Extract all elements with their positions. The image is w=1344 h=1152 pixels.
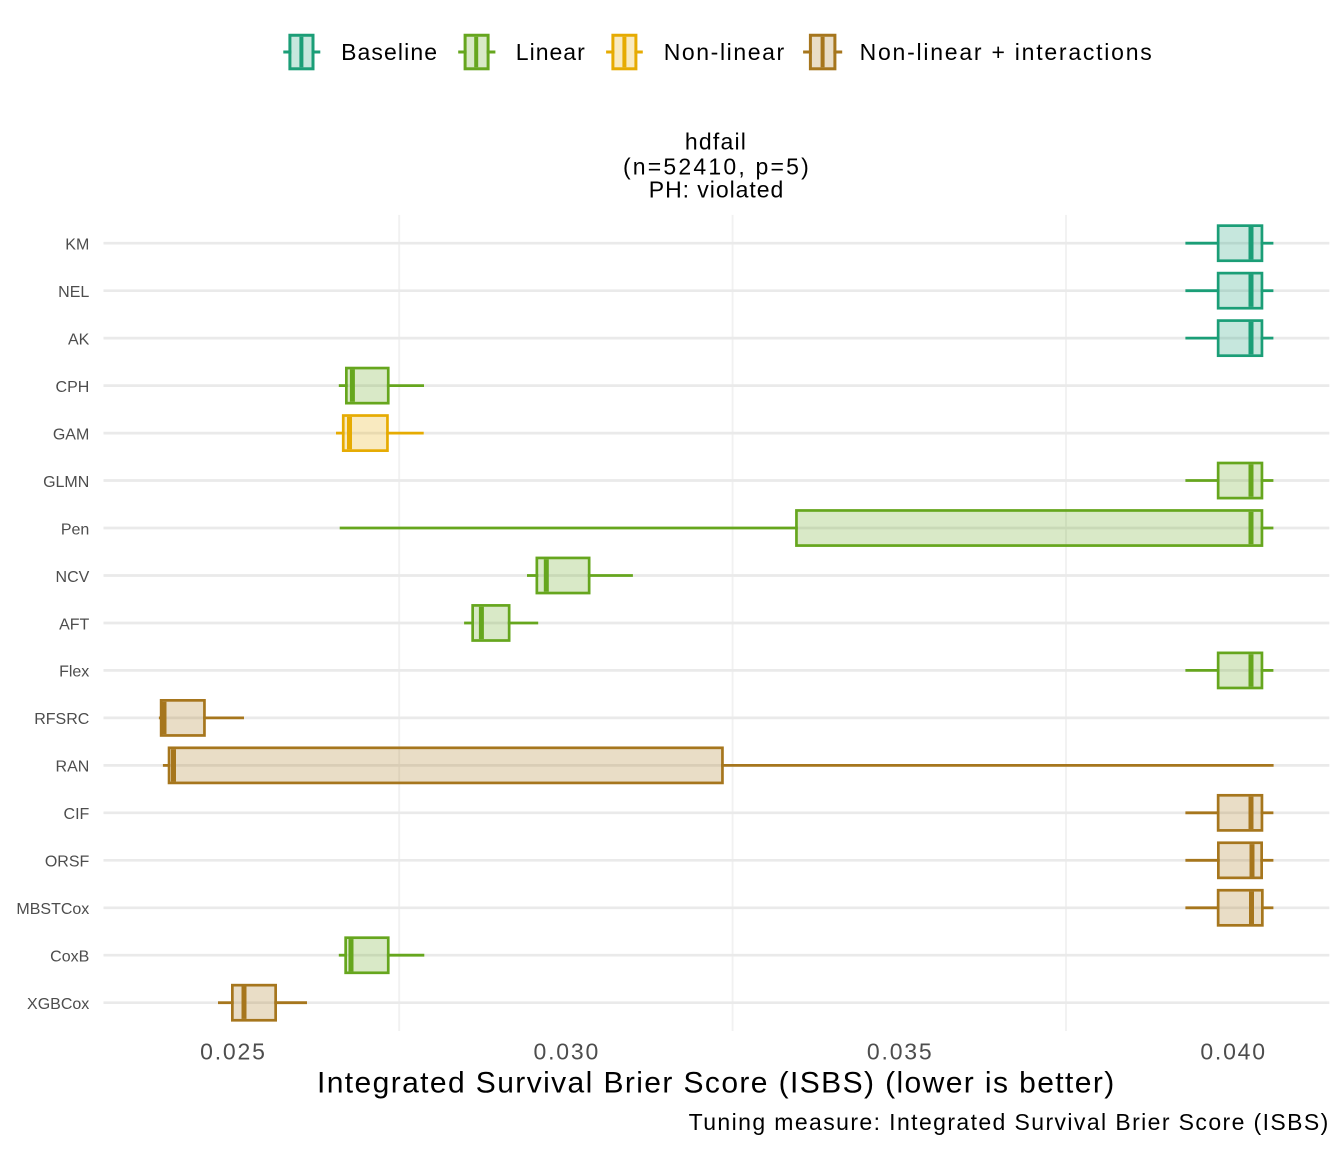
svg-text:AK: AK <box>68 331 90 348</box>
svg-text:Baseline: Baseline <box>341 39 438 65</box>
svg-text:RFSRC: RFSRC <box>34 711 89 728</box>
svg-text:PH: violated: PH: violated <box>649 177 784 203</box>
svg-text:0.030: 0.030 <box>534 1039 601 1065</box>
svg-text:Flex: Flex <box>59 664 89 681</box>
svg-text:GLMN: GLMN <box>43 474 89 491</box>
svg-text:0.040: 0.040 <box>1200 1039 1267 1065</box>
svg-text:RAN: RAN <box>56 759 90 776</box>
svg-text:Integrated Survival Brier Scor: Integrated Survival Brier Score (ISBS) (… <box>317 1067 1116 1100</box>
svg-text:Linear: Linear <box>516 39 586 65</box>
svg-text:Non-linear + interactions: Non-linear + interactions <box>860 39 1154 65</box>
svg-text:Non-linear: Non-linear <box>664 39 786 65</box>
svg-text:CIF: CIF <box>64 806 90 823</box>
svg-text:0.035: 0.035 <box>867 1039 934 1065</box>
svg-text:ORSF: ORSF <box>45 854 90 871</box>
svg-text:NEL: NEL <box>58 284 89 301</box>
svg-text:XGBCox: XGBCox <box>27 996 89 1013</box>
svg-text:0.025: 0.025 <box>200 1039 267 1065</box>
svg-text:hdfail: hdfail <box>685 129 747 155</box>
svg-text:MBSTCox: MBSTCox <box>16 901 89 918</box>
svg-text:CoxB: CoxB <box>50 949 89 966</box>
svg-text:KM: KM <box>65 237 89 254</box>
svg-text:AFT: AFT <box>59 616 89 633</box>
svg-text:Tuning measure: Integrated Sur: Tuning measure: Integrated Survival Brie… <box>689 1109 1330 1135</box>
svg-text:Pen: Pen <box>61 521 89 538</box>
svg-text:NCV: NCV <box>56 569 90 586</box>
svg-text:(n=52410, p=5): (n=52410, p=5) <box>623 154 811 180</box>
svg-text:GAM: GAM <box>53 426 89 443</box>
svg-text:CPH: CPH <box>56 379 90 396</box>
